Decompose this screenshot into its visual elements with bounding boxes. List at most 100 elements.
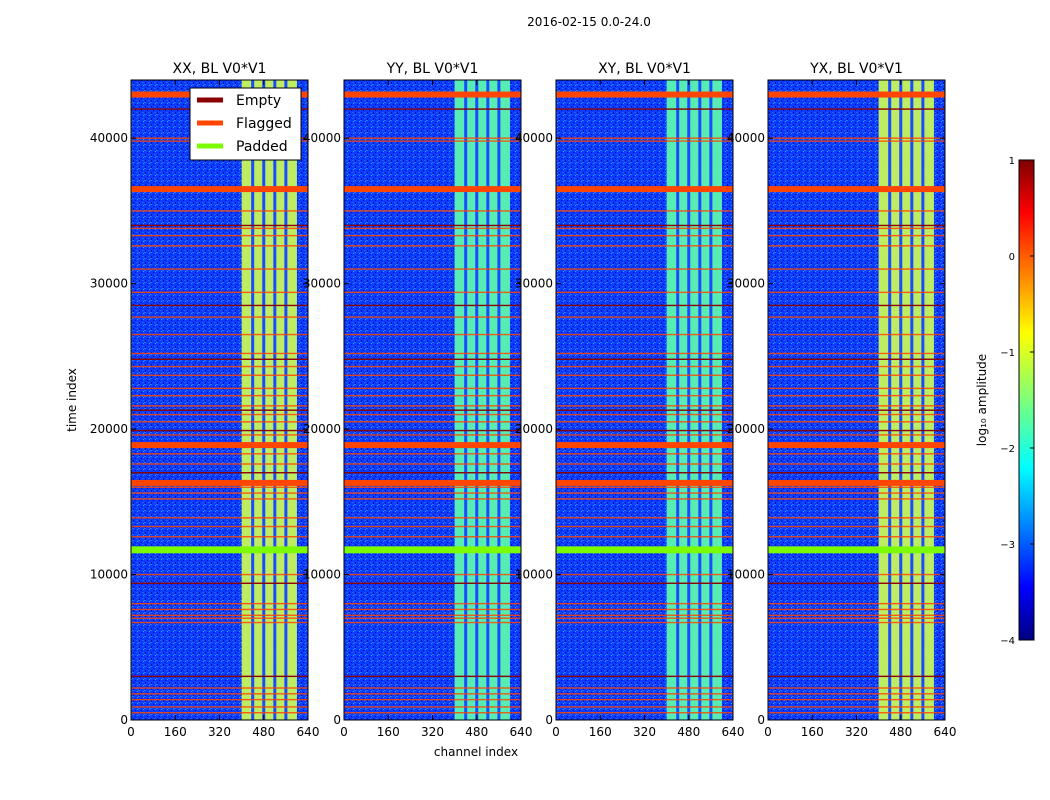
flagged-row bbox=[131, 434, 308, 436]
empty-row bbox=[131, 675, 308, 678]
channel-gap-stripe bbox=[251, 80, 255, 720]
flagged-row bbox=[344, 614, 521, 616]
channel-gap-stripe bbox=[676, 80, 680, 720]
flagged-row bbox=[131, 316, 308, 318]
flagged-row-thick bbox=[131, 479, 308, 486]
flagged-row bbox=[344, 573, 521, 576]
flagged-row bbox=[131, 268, 308, 270]
y-tick-label: 40000 bbox=[515, 131, 553, 145]
x-tick-label: 640 bbox=[510, 725, 533, 739]
flagged-row bbox=[344, 525, 521, 528]
flagged-row bbox=[768, 413, 945, 416]
colorbar-gradient bbox=[1018, 159, 1035, 641]
y-tick-label: 10000 bbox=[515, 568, 553, 582]
flagged-row bbox=[344, 405, 521, 407]
flagged-row bbox=[556, 405, 733, 407]
flagged-row bbox=[344, 316, 521, 318]
flagged-row-thick bbox=[344, 479, 521, 486]
flagged-row bbox=[344, 140, 521, 142]
flagged-row bbox=[556, 492, 733, 494]
flagged-row-thick bbox=[344, 91, 521, 98]
flagged-row bbox=[556, 316, 733, 318]
flagged-row bbox=[131, 517, 308, 519]
flagged-row bbox=[556, 137, 733, 139]
empty-row bbox=[556, 675, 733, 678]
flagged-row bbox=[131, 486, 308, 488]
flagged-row bbox=[556, 234, 733, 237]
flagged-row bbox=[556, 245, 733, 247]
signal-band bbox=[241, 80, 297, 720]
empty-row bbox=[344, 108, 521, 110]
empty-row bbox=[344, 582, 521, 584]
flagged-row bbox=[556, 712, 733, 714]
flagged-row bbox=[344, 245, 521, 247]
x-tick-label: 320 bbox=[421, 725, 444, 739]
flagged-row bbox=[768, 137, 945, 139]
x-tick-label: 320 bbox=[208, 725, 231, 739]
channel-gap-stripe bbox=[475, 80, 479, 720]
flagged-row bbox=[131, 614, 308, 616]
flagged-row bbox=[768, 463, 945, 465]
flagged-row-thick bbox=[131, 186, 308, 193]
flagged-row bbox=[768, 573, 945, 576]
flagged-row bbox=[344, 291, 521, 294]
colorbar-label: log₁₀ amplitude bbox=[975, 354, 989, 446]
flagged-row bbox=[344, 486, 521, 488]
x-tick-label: 640 bbox=[722, 725, 745, 739]
flagged-row-thick bbox=[556, 442, 733, 449]
padded-row bbox=[344, 546, 521, 551]
flagged-row bbox=[131, 333, 308, 336]
empty-row bbox=[556, 304, 733, 307]
signal-band bbox=[878, 80, 934, 720]
flagged-row bbox=[131, 405, 308, 407]
empty-row bbox=[556, 429, 733, 432]
flagged-row-thick bbox=[556, 91, 733, 98]
y-tick-label: 20000 bbox=[303, 422, 341, 436]
flagged-row bbox=[131, 453, 308, 455]
flagged-row bbox=[131, 617, 308, 619]
flagged-row bbox=[556, 698, 733, 701]
padded-row bbox=[131, 549, 308, 554]
flagged-row bbox=[556, 421, 733, 423]
flagged-row bbox=[556, 413, 733, 416]
flagged-row bbox=[131, 608, 308, 611]
empty-row bbox=[556, 358, 733, 360]
empty-row bbox=[131, 429, 308, 432]
flagged-row bbox=[768, 608, 945, 611]
empty-row bbox=[768, 429, 945, 432]
y-tick-label: 30000 bbox=[727, 277, 765, 291]
flagged-row bbox=[556, 394, 733, 397]
flagged-row bbox=[131, 498, 308, 500]
empty-row bbox=[131, 304, 308, 307]
flagged-row bbox=[131, 536, 308, 538]
flagged-row bbox=[131, 698, 308, 701]
flagged-row bbox=[344, 434, 521, 436]
y-tick-label: 40000 bbox=[727, 131, 765, 145]
flagged-row bbox=[131, 421, 308, 423]
flagged-row bbox=[131, 602, 308, 605]
panel-2: YY, BL V0*V1 0 160 320 480 640 0 10000 20000 3000… bbox=[303, 61, 533, 739]
empty-row bbox=[131, 409, 308, 411]
colorbar-tick-label: −4 bbox=[1000, 636, 1015, 647]
flagged-row bbox=[344, 413, 521, 416]
flagged-row bbox=[768, 492, 945, 494]
flagged-row bbox=[131, 365, 308, 368]
empty-row bbox=[768, 224, 945, 227]
flagged-row bbox=[131, 693, 308, 695]
empty-row bbox=[768, 304, 945, 307]
flagged-row bbox=[131, 706, 308, 708]
flagged-row bbox=[768, 698, 945, 701]
panel-title: YY, BL V0*V1 bbox=[386, 61, 479, 77]
flagged-row bbox=[556, 268, 733, 270]
y-tick-label: 40000 bbox=[90, 131, 128, 145]
flagged-row bbox=[768, 394, 945, 397]
panel-title: YX, BL V0*V1 bbox=[809, 61, 903, 77]
flagged-row bbox=[131, 413, 308, 416]
x-tick-label: 480 bbox=[889, 725, 912, 739]
flagged-row bbox=[556, 352, 733, 355]
flagged-row bbox=[344, 333, 521, 336]
empty-row bbox=[768, 472, 945, 474]
flagged-row bbox=[768, 614, 945, 616]
padded-row bbox=[768, 546, 945, 551]
